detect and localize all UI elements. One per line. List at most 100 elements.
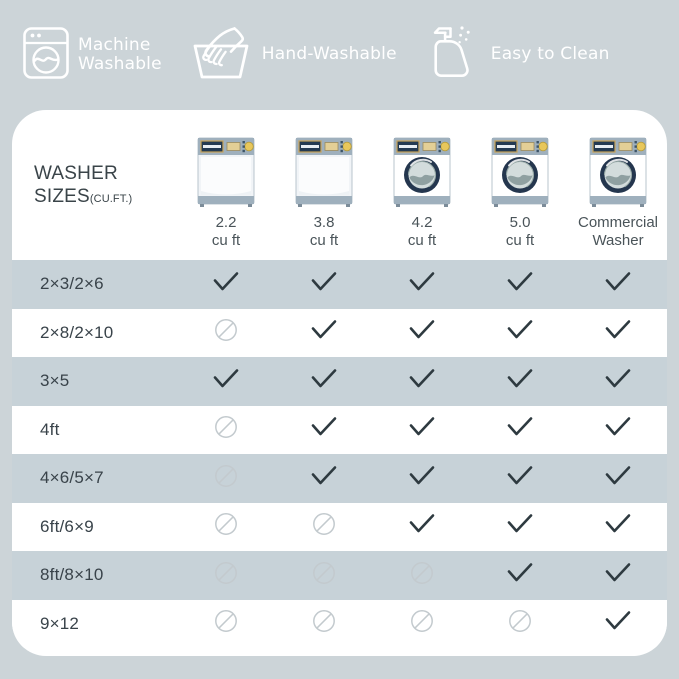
spray-bottle-icon xyxy=(429,24,481,87)
cell-check xyxy=(275,260,373,309)
cell-check xyxy=(569,309,667,358)
check-icon xyxy=(603,317,633,343)
column-header-label: 2.2 cu ft xyxy=(211,214,241,249)
check-icon xyxy=(505,366,535,392)
corner-label-unit: (CU.FT.) xyxy=(89,193,133,205)
check-icon xyxy=(603,560,633,586)
feature-easy-to-clean: Easy to Clean xyxy=(429,24,610,87)
corner-label: WASHER SIZES(CU.FT.) xyxy=(12,110,177,260)
row-label: 4ft xyxy=(40,419,60,439)
check-icon xyxy=(603,511,633,537)
column-header-3: 4.2 cu ft xyxy=(373,110,471,260)
table-row: 3×5 xyxy=(12,357,667,406)
washing-machine-icon xyxy=(22,26,70,85)
feature-label: Machine Washable xyxy=(78,34,162,74)
cell-check xyxy=(275,309,373,358)
cell-check xyxy=(373,406,471,455)
cell-check xyxy=(275,454,373,503)
cell-not-supported xyxy=(275,600,373,649)
no-entry-icon xyxy=(312,512,336,536)
cell-not-supported xyxy=(177,454,275,503)
check-icon xyxy=(309,366,339,392)
cell-not-supported xyxy=(177,406,275,455)
cell-check xyxy=(373,260,471,309)
row-label: 2×8/2×10 xyxy=(40,322,114,342)
row-label: 6ft/6×9 xyxy=(40,516,94,536)
cell-check xyxy=(373,503,471,552)
check-icon xyxy=(309,414,339,440)
no-entry-icon xyxy=(312,561,336,585)
column-header-label: 3.8 cu ft xyxy=(309,214,339,249)
column-header-label: Commercial Washer xyxy=(577,214,658,249)
table-row: 2×3/2×6 xyxy=(12,260,667,309)
cell-not-supported xyxy=(373,551,471,600)
washer-illustration-4 xyxy=(471,110,569,208)
cell-check xyxy=(373,309,471,358)
table-header-row: WASHER SIZES(CU.FT.) xyxy=(12,110,667,260)
cell-check xyxy=(275,357,373,406)
check-icon xyxy=(603,463,633,489)
no-entry-icon xyxy=(312,609,336,633)
check-icon xyxy=(407,511,437,537)
cell-check xyxy=(471,503,569,552)
feature-hand-washable: Hand-Washable xyxy=(190,24,397,87)
washer-size-table: WASHER SIZES(CU.FT.) xyxy=(12,110,667,648)
cell-not-supported xyxy=(177,503,275,552)
washer-illustration-2 xyxy=(275,110,373,208)
row-label: 8ft/8×10 xyxy=(40,565,104,585)
cell-check xyxy=(471,406,569,455)
check-icon xyxy=(407,366,437,392)
washer-illustration-3 xyxy=(373,110,471,208)
column-header-label: 5.0 cu ft xyxy=(505,214,535,249)
feature-bar: Machine Washable Hand-Washable xyxy=(0,0,679,110)
column-header-2: 3.8 cu ft xyxy=(275,110,373,260)
cell-not-supported xyxy=(177,309,275,358)
cell-check xyxy=(471,309,569,358)
feature-machine-washable: Machine Washable xyxy=(22,26,162,85)
check-icon xyxy=(211,366,241,392)
cell-check xyxy=(569,600,667,649)
cell-check xyxy=(569,406,667,455)
cell-not-supported xyxy=(373,600,471,649)
check-icon xyxy=(407,414,437,440)
cell-check xyxy=(275,406,373,455)
table-body: 2×3/2×6 2×8/2×10 3×5 4ft 4×6/5×7 6ft/6×9 8ft/8… xyxy=(12,260,667,648)
check-icon xyxy=(505,269,535,295)
cell-not-supported xyxy=(177,551,275,600)
washer-illustration-1 xyxy=(177,110,275,208)
check-icon xyxy=(309,317,339,343)
cell-check xyxy=(471,260,569,309)
check-icon xyxy=(505,414,535,440)
check-icon xyxy=(603,414,633,440)
no-entry-icon xyxy=(214,561,238,585)
table-row: 9×12 xyxy=(12,599,667,649)
check-icon xyxy=(211,269,241,295)
table-row: 4ft xyxy=(12,405,667,455)
table-row: 2×8/2×10 xyxy=(12,308,667,358)
cell-check xyxy=(471,357,569,406)
check-icon xyxy=(309,463,339,489)
feature-label: Hand-Washable xyxy=(261,44,397,65)
cell-not-supported xyxy=(275,503,373,552)
cell-check xyxy=(569,260,667,309)
column-header-1: 2.2 cu ft xyxy=(177,110,275,260)
cell-check xyxy=(471,454,569,503)
table-row: 8ft/8×10 xyxy=(12,551,667,600)
no-entry-icon xyxy=(410,609,434,633)
no-entry-icon xyxy=(214,415,238,439)
check-icon xyxy=(505,463,535,489)
column-header-4: 5.0 cu ft xyxy=(471,110,569,260)
compatibility-card: WASHER SIZES(CU.FT.) xyxy=(12,110,667,656)
row-label: 4×6/5×7 xyxy=(40,468,104,488)
cell-check xyxy=(373,454,471,503)
check-icon xyxy=(407,269,437,295)
cell-check xyxy=(569,454,667,503)
hand-wash-basin-icon xyxy=(190,24,252,87)
cell-check xyxy=(569,503,667,552)
column-header-5: Commercial Washer xyxy=(569,110,667,260)
check-icon xyxy=(603,366,633,392)
cell-check xyxy=(177,357,275,406)
corner-label-line2: SIZES xyxy=(34,186,90,207)
cell-not-supported xyxy=(177,600,275,649)
check-icon xyxy=(603,608,633,634)
